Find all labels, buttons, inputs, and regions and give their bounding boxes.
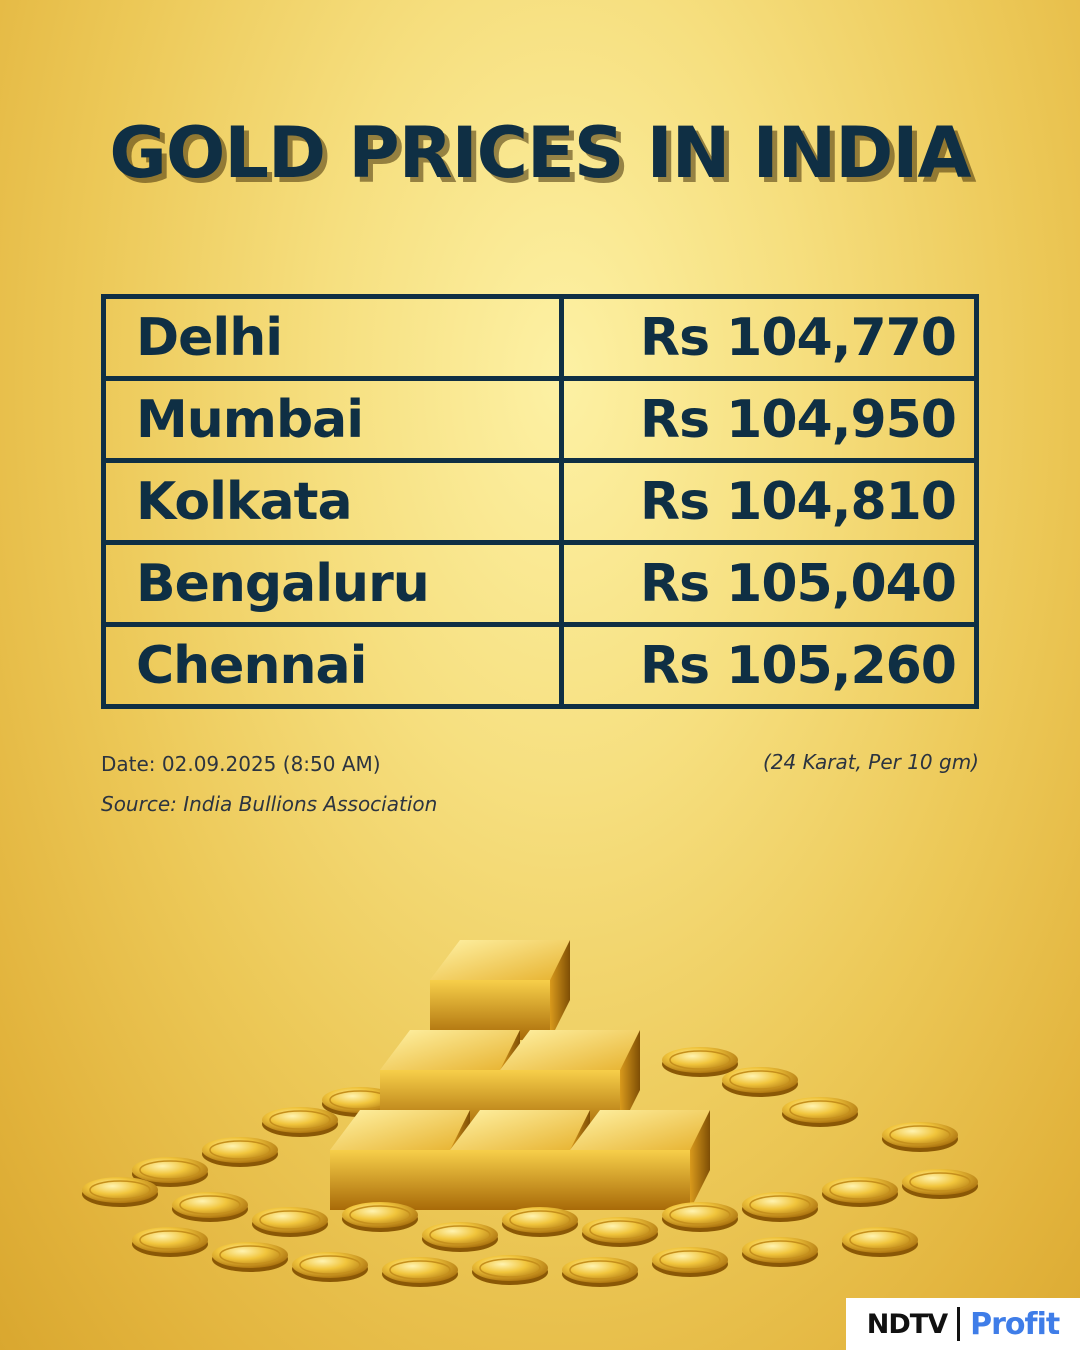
price-table: Delhi Rs 104,770 Mumbai Rs 104,950 Kolka… — [101, 294, 979, 709]
logo-brand: NDTV — [866, 1308, 948, 1340]
table-row: Chennai Rs 105,260 — [101, 622, 979, 709]
price-cell: Rs 105,260 — [559, 622, 979, 709]
price-cell: Rs 104,950 — [559, 376, 979, 463]
city-cell: Chennai — [101, 622, 564, 709]
city-cell: Mumbai — [101, 376, 564, 463]
table-row: Bengaluru Rs 105,040 — [101, 540, 979, 627]
unit-note: (24 Karat, Per 10 gm) — [762, 750, 979, 774]
price-cell: Rs 104,770 — [559, 294, 979, 381]
city-cell: Delhi — [101, 294, 564, 381]
city-cell: Bengaluru — [101, 540, 564, 627]
logo-divider — [957, 1307, 961, 1341]
table-row: Delhi Rs 104,770 — [101, 294, 979, 381]
logo-product: Profit — [970, 1306, 1060, 1342]
date-note: Date: 02.09.2025 (8:50 AM) — [101, 752, 381, 776]
city-cell: Kolkata — [101, 458, 564, 545]
page-title: GOLD PRICES IN INDIA — [109, 112, 971, 194]
table-row: Mumbai Rs 104,950 — [101, 376, 979, 463]
price-cell: Rs 105,040 — [559, 540, 979, 627]
table-row: Kolkata Rs 104,810 — [101, 458, 979, 545]
ndtv-profit-logo: NDTV Profit — [846, 1298, 1080, 1350]
price-cell: Rs 104,810 — [559, 458, 979, 545]
source-note: Source: India Bullions Association — [101, 792, 438, 816]
gold-bars-and-coins-image — [81, 940, 979, 1288]
